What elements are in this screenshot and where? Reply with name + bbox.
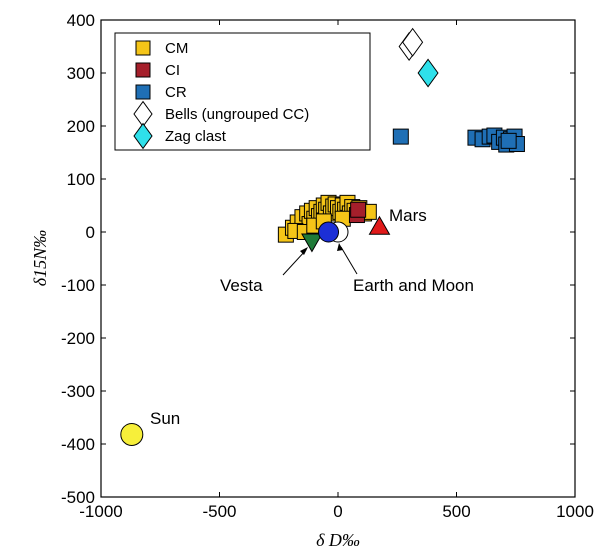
legend-marker-cm <box>135 40 151 56</box>
y-tick-label: 300 <box>67 64 95 83</box>
legend-label-zag-clast: Zag clast <box>165 128 227 145</box>
x-axis-label: δ D‰ <box>316 530 360 550</box>
x-tick-label: 1000 <box>556 502 594 521</box>
legend-marker-zag-clast <box>133 122 153 150</box>
data-point-ci <box>350 201 367 218</box>
annotation-sun: Sun <box>150 409 180 428</box>
y-tick-label: 400 <box>67 11 95 30</box>
legend-marker-ci <box>135 62 151 78</box>
y-tick-label: -100 <box>61 276 95 295</box>
body-marker-sun <box>120 422 144 446</box>
legend-label-ci: CI <box>165 62 180 79</box>
annotation-vesta: Vesta <box>220 276 263 295</box>
legend-box <box>114 32 371 151</box>
y-tick-label: 0 <box>86 223 95 242</box>
legend: CM CI CR Bells (ungrouped CC) Zag clast <box>114 32 371 151</box>
annotation-mars: Mars <box>389 206 427 225</box>
x-tick-label: 500 <box>442 502 470 521</box>
data-point-cr <box>392 128 409 145</box>
y-tick-label: 200 <box>67 117 95 136</box>
earth-moon-arrow-line <box>340 246 358 275</box>
vesta-arrow-line <box>282 249 307 276</box>
y-tick-label: -400 <box>61 435 95 454</box>
legend-marker-cr <box>135 84 151 100</box>
x-tick-label: -500 <box>202 502 236 521</box>
earth-moon-arrow-head <box>337 243 343 251</box>
data-point-zag-clast <box>417 58 439 88</box>
body-marker-earth-and-moon <box>318 221 340 243</box>
y-tick-label: 100 <box>67 170 95 189</box>
data-point-cr <box>500 132 517 149</box>
body-marker-vesta <box>301 233 323 253</box>
axis-ticks: -1000 -500 0 500 10004003002001000-100-200-3… <box>61 11 594 521</box>
vesta-arrow-head <box>300 247 308 255</box>
annotation-earth-moon: Earth and Moon <box>353 276 474 295</box>
body-marker-mars <box>368 215 391 235</box>
legend-label-cr: CR <box>165 84 187 101</box>
data-point-bells-ungrouped-cc <box>402 27 424 57</box>
chart-marks <box>120 27 525 446</box>
legend-label-cm: CM <box>165 40 188 57</box>
y-axis-label: δ15N‰ <box>30 230 50 286</box>
x-tick-label: 0 <box>333 502 342 521</box>
y-tick-label: -200 <box>61 329 95 348</box>
x-tick-label: -1000 <box>79 502 122 521</box>
legend-label-bells-ungrouped-cc: Bells (ungrouped CC) <box>165 106 309 123</box>
y-tick-label: -300 <box>61 382 95 401</box>
y-tick-label: -500 <box>61 488 95 507</box>
